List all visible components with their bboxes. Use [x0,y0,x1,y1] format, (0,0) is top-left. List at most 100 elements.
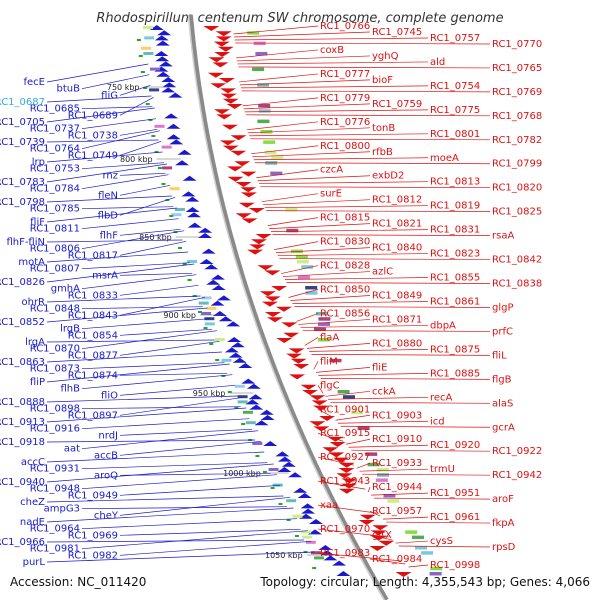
gene-label[interactable]: ohrR [21,297,45,308]
gene-label[interactable]: RC1_0961 [430,512,480,523]
gene-label[interactable]: fliG [101,90,118,101]
gene-label[interactable]: RC1_0873 [30,364,80,375]
gene-label[interactable]: cckA [372,386,396,397]
gene-label[interactable]: RC1_0766 [320,21,370,32]
gene-label[interactable]: RC1_0949 [68,490,118,501]
gene-label[interactable]: lrgA [25,337,45,348]
gene-label[interactable]: RC1_0821 [372,219,422,230]
gene-label[interactable]: surE [320,189,342,200]
gene-label[interactable]: exbD2 [372,171,404,182]
gene-label[interactable]: RC1_0833 [68,290,118,301]
gene-label[interactable]: RC1_0854 [68,330,118,341]
gene-label[interactable]: bioF [372,75,393,86]
gene-label[interactable]: RC1_0984 [372,554,422,565]
gene-label[interactable]: RC1_0825 [492,207,542,218]
gene-label[interactable]: RC1_0757 [430,33,480,44]
gene-label[interactable]: RC1_0915 [320,428,370,439]
gene-label[interactable]: RC1_0871 [372,314,422,325]
gene-label[interactable]: RC1_0855 [430,273,480,284]
gene-label[interactable]: RC1_0783 [0,177,45,188]
gene-label[interactable]: flbD [98,210,119,221]
gene-label[interactable]: RC1_0738 [68,130,118,141]
gene-label[interactable]: RC1_0913 [0,417,45,428]
gene-label[interactable]: RC1_0764 [30,144,80,155]
gene-label[interactable]: RC1_0739 [0,137,45,148]
gene-label[interactable]: motA [18,257,45,268]
gene-label[interactable]: fliF [30,217,45,228]
gene-label[interactable]: RC1_0849 [372,291,422,302]
gene-label[interactable]: rpsD [492,542,516,553]
gene-label[interactable]: RC1_0940 [0,477,45,488]
gene-label[interactable]: RC1_0784 [30,184,80,195]
gene-label[interactable]: icd [430,416,445,427]
gene-label[interactable]: RC1_0880 [372,338,422,349]
gene-label[interactable]: RC1_0874 [68,370,118,381]
gene-label[interactable]: lrgB [60,324,80,335]
gene-label[interactable]: RC1_0898 [30,404,80,415]
gene-label[interactable]: RC1_0920 [430,440,480,451]
gene-label[interactable]: accB [94,450,118,461]
gene-label[interactable]: coxB [320,45,344,56]
gene-label[interactable]: RC1_0820 [492,183,542,194]
gene-label[interactable]: lrp [32,157,45,168]
gene-label[interactable]: RC1_0685 [30,104,80,115]
gene-label[interactable]: RC1_0765 [492,63,542,74]
gene-label[interactable]: RC1_0754 [430,81,480,92]
gene-label[interactable]: msrA [92,270,118,281]
gene-label[interactable]: RC1_0966 [0,537,45,548]
gene-label[interactable]: RC1_0811 [30,224,80,235]
gene-label[interactable]: fliO [101,390,118,401]
gene-label[interactable]: cheY [94,510,119,521]
gene-label[interactable]: RC1_0983 [320,548,370,559]
gene-label[interactable]: flhF-fliN [6,237,45,248]
gene-label[interactable]: fleN [98,190,118,201]
gene-label[interactable]: rfbB [372,147,393,158]
gene-label[interactable]: RC1_0777 [320,69,370,80]
gene-label[interactable]: flgB [492,374,512,385]
gene-label[interactable]: flhF [100,230,119,241]
gene-label[interactable]: RC1_0782 [492,135,542,146]
gene-label[interactable]: RC1_0776 [320,117,370,128]
gene-label[interactable]: RC1_0737 [30,124,80,135]
gene-label[interactable]: rnz [102,170,118,181]
gene-label[interactable]: RC1_0856 [320,308,370,319]
gene-label[interactable]: RC1_0843 [68,310,118,321]
gene-label[interactable]: aroQ [94,470,118,481]
gene-label[interactable]: RC1_0931 [30,464,80,475]
gene-label[interactable]: flhB [61,384,81,395]
gene-label[interactable]: RC1_0831 [430,225,480,236]
gene-label[interactable]: RC1_0942 [492,470,542,481]
gene-label[interactable]: RC1_0863 [0,357,45,368]
gene-label[interactable]: fliE [372,362,387,373]
gene-label[interactable]: dbpA [430,320,456,331]
gene-label[interactable]: cysS [430,536,453,547]
gene-label[interactable]: RC1_0753 [30,164,80,175]
gene-label[interactable]: RC1_0875 [430,344,480,355]
gene-label[interactable]: azlC [372,267,393,278]
gene-label[interactable]: RC1_0897 [68,410,118,421]
gene-label[interactable]: yghQ [372,51,399,62]
gene-label[interactable]: purL [23,557,46,568]
gene-label[interactable]: RC1_0933 [372,458,422,469]
gene-label[interactable]: RC1_0916 [30,424,80,435]
gene-label[interactable]: RC1_0944 [372,482,422,493]
gene-label[interactable]: recA [430,392,453,403]
gene-label[interactable]: RC1_0838 [492,279,542,290]
gene-label[interactable]: moeA [430,153,459,164]
gene-label[interactable]: RC1_0922 [492,446,542,457]
gene-label[interactable]: trmU [430,464,455,475]
gene-label[interactable]: RC1_0768 [492,111,542,122]
gene-label[interactable]: RC1_0970 [320,524,370,535]
gene-label[interactable]: RC1_0749 [68,150,118,161]
gene-label[interactable]: prfC [492,326,513,337]
gene-label[interactable]: gcrA [492,422,515,433]
gene-label[interactable]: RC1_0823 [430,249,480,260]
gene-label[interactable]: RC1_0785 [30,204,80,215]
gene-label[interactable]: RC1_0807 [30,264,80,275]
gene-label[interactable]: RC1_0770 [492,39,542,50]
gene-label[interactable]: cheZ [20,497,45,508]
gene-label[interactable]: ampG3 [44,504,80,515]
gene-label[interactable]: RC1_0817 [68,250,118,261]
gene-label[interactable]: czcA [320,165,343,176]
gene-label[interactable]: btuB [57,84,81,95]
